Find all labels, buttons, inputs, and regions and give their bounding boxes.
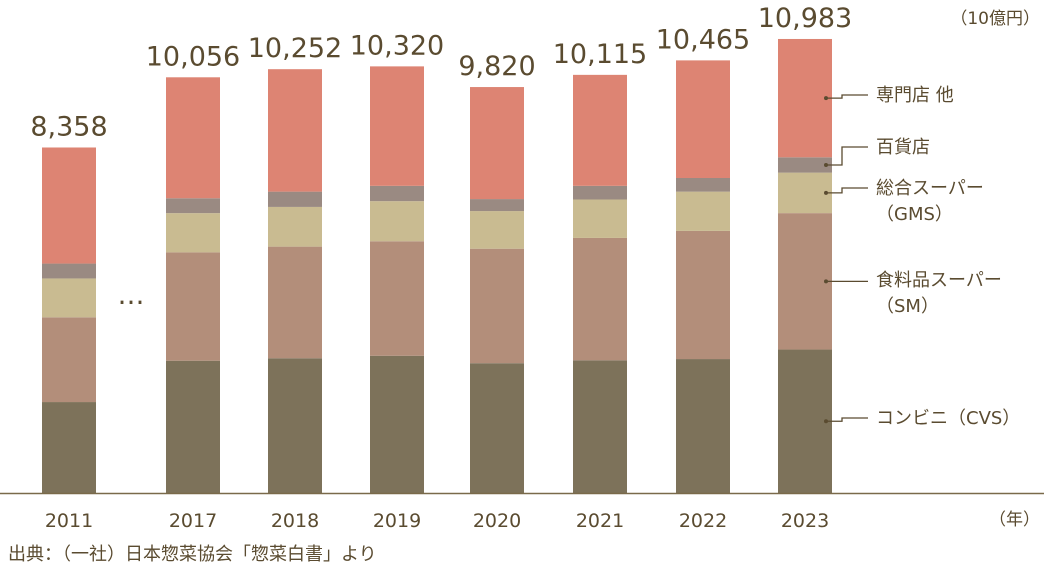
bar-segment-2019-s4	[370, 66, 424, 186]
x-tick-label-2021: 2021	[576, 510, 624, 532]
legend-label-s2-l1: （GMS）	[876, 204, 953, 225]
total-label-2021: 10,115	[553, 39, 647, 70]
legend-leader-s2	[826, 187, 868, 194]
bar-segment-2018-s4	[268, 69, 322, 192]
bar-segment-2017-s0	[166, 360, 220, 493]
labels-layer: 8,358 2011 10,056 2017 10,252 2018 10,320 2019 9…	[30, 3, 852, 532]
legend-label-s1-l0: 食料品スーパー	[876, 270, 1002, 291]
gap-ellipsis: …	[118, 280, 145, 311]
bar-segment-2022-s0	[676, 359, 730, 493]
bar-segment-2020-s2	[470, 211, 524, 249]
total-label-2017: 10,056	[146, 41, 240, 72]
bar-segment-2022-s1	[676, 230, 730, 360]
bar-segment-2018-s2	[268, 206, 322, 247]
bar-segment-2018-s1	[268, 246, 322, 359]
bar-segment-2023-s1	[778, 213, 832, 350]
bar-segment-2017-s2	[166, 213, 220, 253]
bar-segment-2011-s4	[42, 147, 96, 264]
bar-segment-2023-s2	[778, 172, 832, 214]
total-label-2019: 10,320	[350, 30, 444, 61]
total-label-2023: 10,983	[758, 3, 852, 34]
total-label-2022: 10,465	[656, 24, 750, 55]
bar-segment-2018-s0	[268, 358, 322, 493]
bar-segment-2021-s2	[573, 199, 627, 238]
bar-segment-2011-s3	[42, 263, 96, 279]
bar-segment-2021-s0	[573, 360, 627, 493]
source-note: 出典：（一社）日本惣菜協会「惣菜白書」より	[8, 544, 377, 565]
legend-label-s3-l0: 百貨店	[876, 137, 930, 158]
bar-segment-2020-s1	[470, 248, 524, 364]
bar-segment-2019-s1	[370, 241, 424, 356]
legend-label-s1-l1: （SM）	[876, 296, 939, 317]
bar-segment-2023-s3	[778, 157, 832, 173]
legend-label-s2-l0: 総合スーパー	[876, 178, 984, 199]
bar-segment-2020-s0	[470, 363, 524, 493]
x-tick-label-2017: 2017	[169, 510, 217, 532]
x-tick-label-2022: 2022	[679, 510, 727, 532]
legend-layer: コンビニ（CVS） 食料品スーパー （SM） 総合スーパー （GMS） 百貨店 専門店 他	[824, 85, 1020, 429]
bar-segment-2020-s4	[470, 87, 524, 200]
bar-segment-2020-s3	[470, 199, 524, 212]
legend-leader-s3	[826, 146, 868, 166]
bar-segment-2021-s4	[573, 74, 627, 186]
bar-segment-2022-s2	[676, 191, 730, 231]
bar-segment-2018-s3	[268, 191, 322, 207]
x-tick-label-2018: 2018	[271, 510, 319, 532]
bar-segment-2017-s1	[166, 252, 220, 361]
bar-segment-2017-s3	[166, 198, 220, 214]
x-unit-label: （年）	[989, 510, 1040, 530]
legend-leader-s4	[826, 94, 868, 99]
bar-segment-2022-s4	[676, 60, 730, 178]
bar-segment-2021-s1	[573, 237, 627, 361]
bars-layer	[42, 38, 832, 493]
x-tick-label-2023: 2023	[781, 510, 829, 532]
legend-label-s0-l0: コンビニ（CVS）	[876, 408, 1020, 429]
x-tick-label-2011: 2011	[45, 510, 93, 532]
legend-leader-s0	[826, 417, 868, 422]
bar-segment-2017-s4	[166, 77, 220, 199]
bar-segment-2011-s2	[42, 278, 96, 318]
bar-segment-2019-s2	[370, 201, 424, 242]
bar-segment-2023-s0	[778, 349, 832, 493]
bar-segment-2019-s0	[370, 355, 424, 493]
total-label-2011: 8,358	[30, 111, 107, 142]
y-unit-label: （10億円）	[950, 9, 1040, 29]
bar-segment-2011-s1	[42, 317, 96, 403]
bar-segment-2019-s3	[370, 185, 424, 202]
bar-segment-2021-s3	[573, 185, 627, 200]
total-label-2020: 9,820	[458, 51, 535, 82]
total-label-2018: 10,252	[248, 33, 342, 64]
x-tick-label-2020: 2020	[473, 510, 521, 532]
bar-segment-2011-s0	[42, 402, 96, 493]
x-tick-label-2019: 2019	[373, 510, 421, 532]
legend-label-s4-l0: 専門店 他	[876, 85, 954, 106]
bar-segment-2023-s4	[778, 38, 832, 158]
bar-segment-2022-s3	[676, 177, 730, 192]
